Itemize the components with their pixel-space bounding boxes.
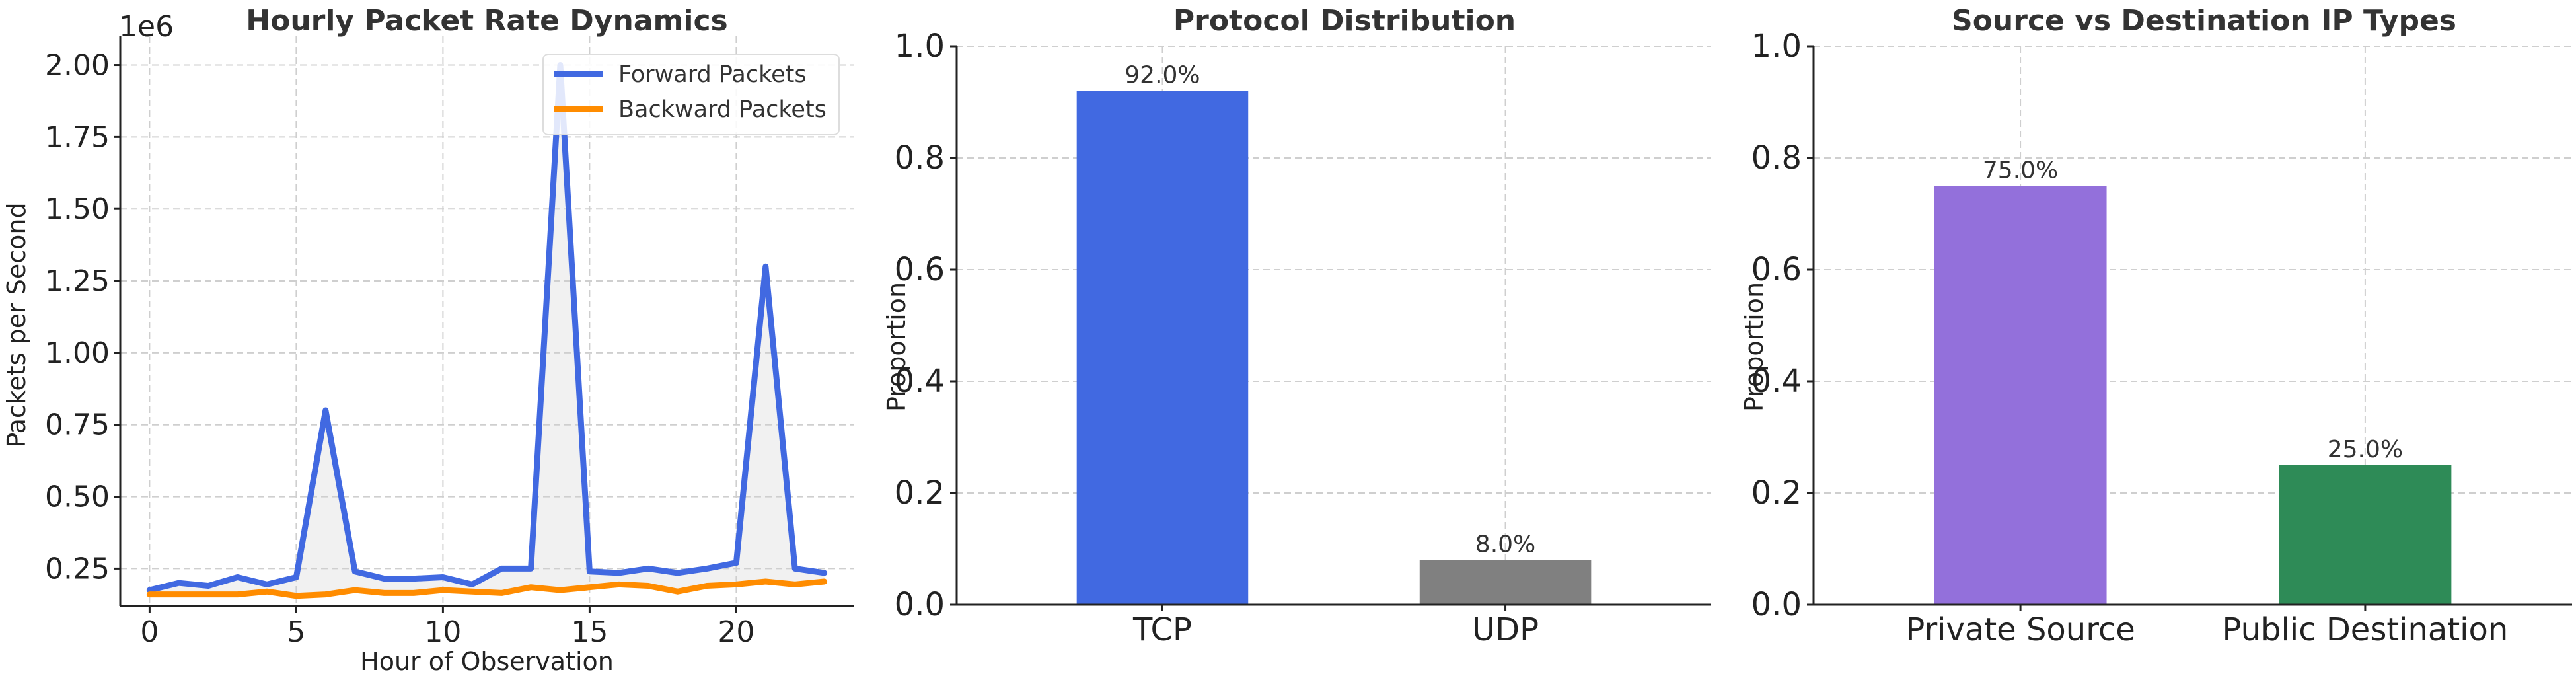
axes: [1812, 46, 2572, 606]
forward-packets-line: [146, 62, 828, 593]
chart-title: Source vs Destination IP Types: [1952, 4, 2456, 38]
ip-types-bar-chart: Source vs Destination IP Types Proportio…: [1740, 4, 2572, 648]
series-lines: [146, 62, 828, 599]
y-tick-label: 0.8: [1751, 139, 1802, 176]
protocol-distribution-bar-chart: Protocol Distribution Proportion 92.0% 8.…: [882, 4, 1711, 648]
y-tick-label: 0.6: [1751, 251, 1802, 288]
tick-labels: TCP UDP 0.0 0.2 0.4 0.6 0.8 1.0: [895, 28, 1539, 648]
x-tick-label: Private Source: [1905, 611, 2135, 648]
chart-title: Hourly Packet Rate Dynamics: [246, 4, 727, 38]
x-tick-label: 0: [140, 615, 159, 649]
y-tick-label: 1.00: [45, 336, 110, 370]
y-tick-label: 0.2: [1751, 474, 1802, 511]
y-tick-label: 0.0: [1751, 586, 1802, 623]
tick-labels: 0 5 10 15 20 0.25 0.50 0.75 1.00 1.25 1.50 1.75 2.00: [45, 49, 754, 649]
x-tick-label: 10: [424, 615, 461, 649]
chart-title: Protocol Distribution: [1173, 4, 1516, 38]
y-tick-label: 0.0: [895, 586, 945, 623]
x-axis-label: Hour of Observation: [360, 647, 614, 676]
forward-backward-fill: [149, 65, 825, 596]
x-tick-label: 15: [571, 615, 608, 649]
x-tick-label: UDP: [1472, 611, 1539, 648]
axes: [119, 36, 854, 607]
bar-private-source: [1934, 186, 2107, 605]
backward-packets-line: [146, 578, 828, 599]
y-tick-label: 1.75: [45, 120, 110, 154]
bars: 92.0% 8.0%: [1076, 62, 1592, 605]
packet-rate-line-chart: Hourly Packet Rate Dynamics 1e6 Packets …: [2, 4, 854, 676]
y-tick-label: 0.75: [45, 408, 110, 442]
tick-labels: Private Source Public Destination 0.0 0.2 0.…: [1751, 28, 2509, 648]
y-tick-label: 1.0: [895, 28, 945, 65]
y-offset-label: 1e6: [119, 10, 174, 44]
fill-between-area: [149, 65, 825, 596]
legend: Forward Packets Backward Packets: [542, 54, 840, 135]
grid-lines: [120, 36, 854, 606]
y-tick-label: 1.50: [45, 192, 110, 226]
legend-label-forward: Forward Packets: [618, 61, 807, 88]
bar-tcp: [1076, 91, 1249, 605]
bar-data-label: 8.0%: [1475, 531, 1535, 558]
y-tick-label: 1.0: [1751, 28, 1802, 65]
x-tick-label: TCP: [1132, 611, 1192, 648]
y-tick-label: 2.00: [45, 49, 110, 83]
bar-data-label: 25.0%: [2328, 436, 2403, 463]
y-axis-label: Packets per Second: [2, 202, 31, 447]
y-axis-label: Proportion: [1740, 282, 1769, 412]
legend-box: [542, 54, 840, 135]
bars: 75.0% 25.0%: [1934, 157, 2452, 605]
grid-lines: [1814, 46, 2572, 605]
bar-data-label: 75.0%: [1983, 157, 2058, 184]
x-tick-label: 20: [718, 615, 754, 649]
y-tick-label: 0.6: [895, 251, 945, 288]
bar-data-label: 92.0%: [1124, 62, 1200, 89]
y-tick-label: 0.50: [45, 480, 110, 514]
axes: [955, 46, 1711, 606]
legend-label-backward: Backward Packets: [618, 96, 827, 123]
y-tick-label: 0.8: [895, 139, 945, 176]
bar-public-destination: [2279, 465, 2452, 605]
x-tick-label: 5: [287, 615, 305, 649]
x-tick-label: Public Destination: [2223, 611, 2509, 648]
y-axis-label: Proportion: [882, 282, 911, 412]
y-tick-label: 0.25: [45, 552, 110, 585]
y-tick-label: 1.25: [45, 264, 110, 298]
y-tick-label: 0.4: [895, 363, 945, 400]
y-tick-label: 0.2: [895, 474, 945, 511]
bar-udp: [1419, 560, 1592, 605]
grid-lines: [957, 46, 1711, 605]
y-tick-label: 0.4: [1751, 363, 1802, 400]
